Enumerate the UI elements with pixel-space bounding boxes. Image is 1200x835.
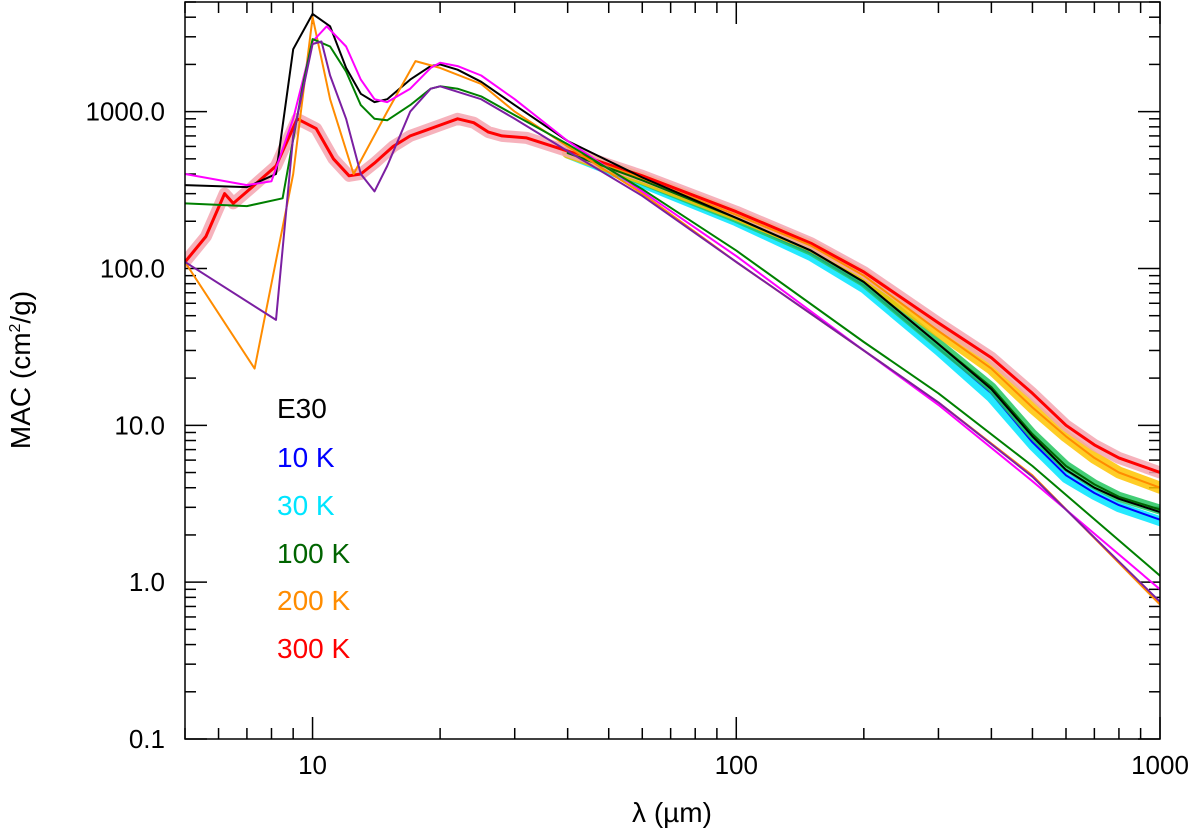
x-tick-label: 100 [715, 750, 758, 780]
x-tick-label: 10 [298, 750, 327, 780]
legend-entry-200k: 200 K [277, 585, 350, 616]
y-tick-label: 10.0 [114, 410, 165, 440]
series-200-k [566, 151, 1160, 489]
legend-entry-30k: 30 K [277, 490, 335, 521]
y-axis-title-main: MAC (cm [5, 332, 36, 449]
y-tick-label: 1000.0 [85, 97, 165, 127]
series-e30 [185, 12, 1160, 513]
legend-entry-10k: 10 K [277, 442, 335, 473]
y-axis-title-tail: /g) [5, 291, 36, 324]
plot-frame [184, 1, 1161, 740]
plot-area [185, 12, 1160, 606]
x-tick-label: 1000 [1131, 750, 1189, 780]
x-axis-title: λ (µm) [632, 797, 712, 828]
y-tick-label: 0.1 [129, 724, 165, 754]
legend-entry-e30: E30 [277, 393, 327, 424]
series-purple-thin [185, 40, 1160, 603]
y-axis-title-superscript: 2 [7, 323, 24, 332]
y-axis-title: MAC (cm2/g) [5, 291, 36, 449]
legend-entry-300k: 300 K [277, 633, 350, 664]
tick-labels: 10 100 1000 0.1 1.0 10.0 100.0 1000.0 [85, 97, 1188, 780]
y-tick-label: 100.0 [100, 253, 165, 283]
y-tick-label: 1.0 [129, 567, 165, 597]
legend: E30 10 K 30 K 100 K 200 K 300 K [277, 393, 350, 664]
legend-entry-100k: 100 K [277, 538, 350, 569]
